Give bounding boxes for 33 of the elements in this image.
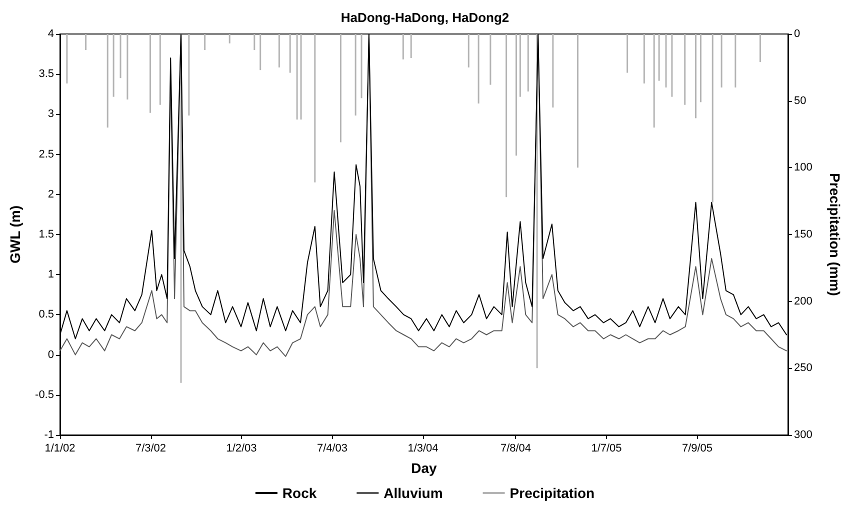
y-axis-title: GWL (m) <box>7 205 23 264</box>
y-tick-label: -0.5 <box>35 388 54 401</box>
y2-tick-label: 100 <box>794 162 812 174</box>
x-tick-label: 1/3/04 <box>408 442 438 454</box>
y-tick-label: 1.5 <box>38 228 54 240</box>
y-tick-label: 2 <box>48 188 54 200</box>
y2-axis-title: Precipitation (mm) <box>827 173 843 296</box>
x-tick-label: 7/9/05 <box>682 442 713 454</box>
x-tick-label: 7/4/03 <box>316 442 348 454</box>
x-tick-label: 7/3/02 <box>135 442 166 454</box>
y-tick-label: -1 <box>44 429 54 441</box>
y-tick-label: 0.5 <box>38 308 54 321</box>
y-tick-label: 3.5 <box>38 68 54 80</box>
y-tick-label: 1 <box>48 268 54 281</box>
chart-title: HaDong-HaDong, HaDong2 <box>340 10 510 25</box>
y-tick-label: 0 <box>48 348 54 361</box>
x-tick-label: 1/1/02 <box>44 442 76 454</box>
x-axis-title: Day <box>411 460 438 476</box>
x-tick-label: 1/2/03 <box>226 442 257 454</box>
y2-tick-label: 250 <box>794 362 812 374</box>
legend-label: Precipitation <box>510 485 595 501</box>
y2-tick-label: 50 <box>794 94 806 107</box>
x-tick-label: 1/7/05 <box>591 442 622 454</box>
y2-tick-label: 300 <box>794 429 812 441</box>
y2-tick-label: 150 <box>794 228 812 240</box>
y-tick-label: 4 <box>48 28 54 40</box>
legend-label: Rock <box>282 485 317 501</box>
y-tick-label: 2.5 <box>38 148 54 160</box>
legend-label: Alluvium <box>384 485 443 501</box>
y2-tick-label: 200 <box>794 295 812 308</box>
y2-tick-label: 0 <box>794 28 800 40</box>
x-tick-label: 7/8/04 <box>500 442 532 454</box>
y-tick-label: 3 <box>48 108 54 120</box>
